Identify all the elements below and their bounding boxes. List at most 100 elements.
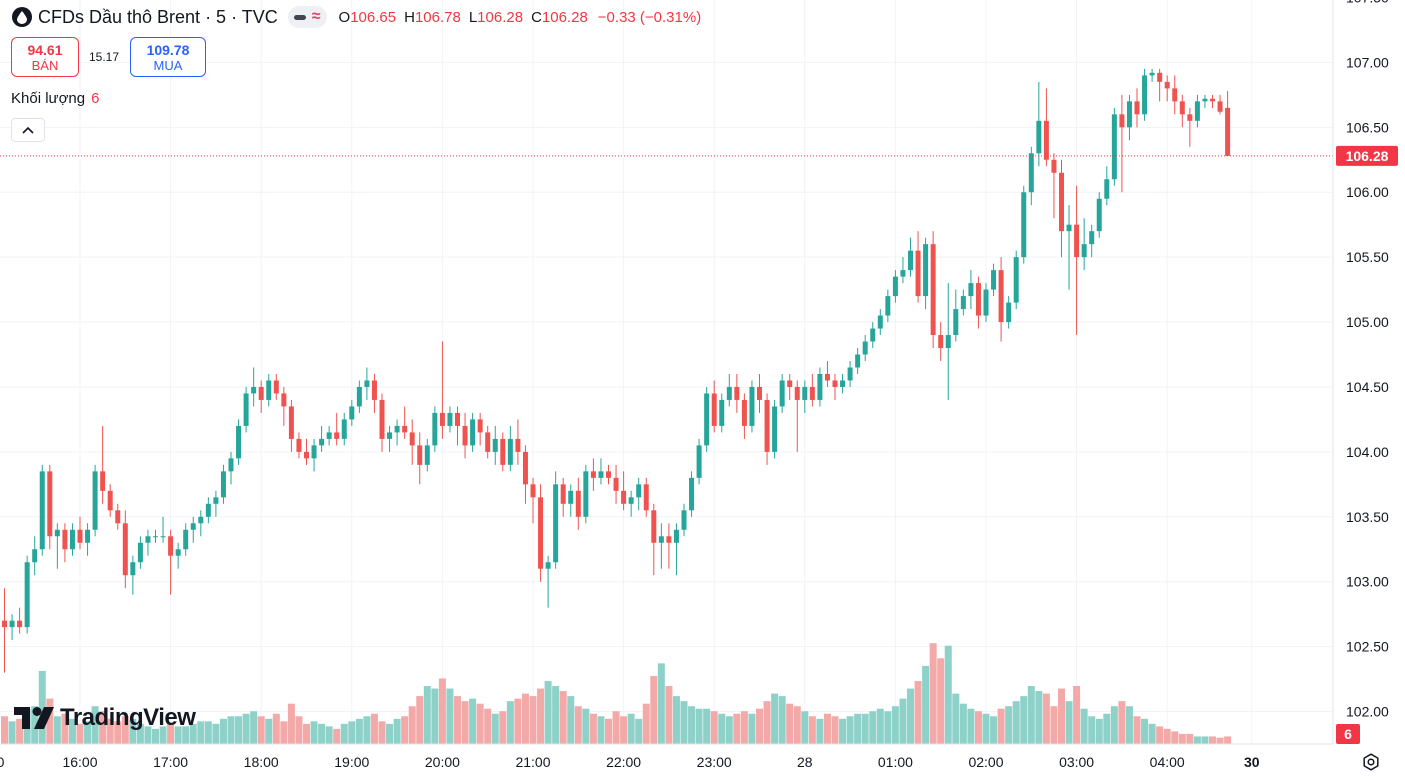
price-tick-label: 105.50: [1346, 249, 1389, 265]
volume-bar: [227, 716, 235, 744]
volume-bar: [8, 721, 16, 744]
collapse-legend-button[interactable]: [11, 118, 45, 142]
price-tick-label: 104.00: [1346, 444, 1389, 460]
volume-bar: [627, 713, 635, 744]
volume-bar: [46, 698, 54, 744]
candle-body: [522, 451, 528, 485]
volume-bar: [219, 718, 227, 744]
candle-body: [273, 380, 279, 394]
volume-bar: [597, 716, 605, 744]
candle-body: [1066, 224, 1072, 232]
volume-legend[interactable]: Khối lượng 6: [11, 90, 99, 107]
volume-bar: [763, 701, 771, 744]
candle-body: [1006, 302, 1012, 323]
volume-bar: [846, 716, 854, 744]
candle-body: [892, 276, 898, 297]
candle-body: [1225, 107, 1231, 156]
spread-value: 15.17: [89, 50, 120, 64]
candle-body: [371, 380, 377, 400]
volume-label: Khối lượng: [11, 90, 86, 107]
volume-bar: [106, 718, 114, 744]
candle-body: [900, 270, 906, 277]
candle-body: [1104, 179, 1110, 199]
volume-bar: [876, 708, 884, 744]
candlesticks: [2, 68, 1231, 673]
tradingview-logo[interactable]: TradingView: [14, 704, 196, 732]
time-axis[interactable]: :00 16:00 17:00 18:00 19:00 20:00 21:00 22:00 23…: [0, 743, 1333, 770]
candle-body: [1059, 172, 1064, 232]
volume-bar: [861, 713, 869, 744]
ohlc-close: C106.28: [531, 8, 588, 26]
candle-body: [455, 412, 460, 426]
candle-body: [862, 341, 868, 355]
candle-body: [719, 399, 725, 426]
candle-body: [779, 380, 785, 407]
price-axis[interactable]: 102.00 102.50 103.00 103.50 104.00 104.50 105.…: [1332, 0, 1405, 781]
sell-button[interactable]: 94.61 BÁN: [11, 37, 79, 77]
candle-body: [666, 536, 672, 543]
candle-body: [507, 438, 513, 465]
candle-body: [9, 620, 15, 628]
price-tick-label: 103.00: [1346, 574, 1389, 590]
candle-body: [447, 412, 453, 426]
candle-body: [515, 438, 521, 452]
volume-bar: [718, 713, 726, 744]
volume-bar: [1073, 686, 1081, 744]
volume-bar: [401, 716, 409, 744]
volume-bar: [589, 713, 597, 744]
candle-body: [1142, 75, 1148, 115]
candle-body: [153, 536, 158, 538]
price-axis-bg: [1333, 0, 1405, 781]
candle-body: [115, 510, 121, 524]
time-tick-label: 28: [797, 754, 813, 770]
candle-body: [598, 471, 604, 478]
volume-bar: [786, 703, 794, 744]
candle-body: [205, 503, 211, 517]
candle-body: [1134, 101, 1140, 115]
volume-bar: [121, 716, 129, 744]
volume-bar: [710, 711, 718, 744]
candle-body: [130, 562, 136, 576]
candle-body: [69, 529, 75, 550]
symbol-title[interactable]: CFDs Dầu thô Brent · 5 · TVC: [38, 6, 278, 27]
candle-body: [991, 270, 997, 290]
volume-bar: [61, 713, 69, 744]
time-tick-label: 03:00: [1059, 754, 1094, 770]
volume-bar: [567, 696, 575, 744]
volume-bar: [1020, 696, 1028, 744]
candle-body: [938, 335, 944, 349]
candle-body: [930, 244, 936, 336]
volume-bar: [1050, 706, 1058, 744]
volume-bar: [31, 706, 39, 744]
candle-body: [341, 419, 347, 439]
chart-settings-button[interactable]: [1360, 751, 1382, 773]
price-tick-label: 102.50: [1346, 639, 1389, 655]
volume-bar: [1118, 701, 1126, 744]
candle-body: [908, 250, 913, 271]
buy-button[interactable]: 109.78 MUA: [130, 37, 206, 77]
volume-bar: [408, 706, 416, 744]
candle-body: [1194, 101, 1200, 121]
volume-bar: [393, 718, 401, 744]
volume-bar: [1080, 708, 1088, 744]
volume-bar: [688, 706, 696, 744]
time-tick-label: 18:00: [244, 754, 279, 770]
volume-bar: [53, 716, 61, 744]
volume-bar: [461, 701, 469, 744]
candle-body: [764, 399, 770, 452]
candle-body: [409, 432, 415, 446]
candle-body: [432, 412, 438, 446]
chart-mode-toggle[interactable]: ≈: [287, 6, 327, 28]
volume-bar: [38, 670, 46, 744]
volume-bar: [197, 721, 205, 744]
candle-body: [1172, 88, 1178, 102]
candle-body: [704, 393, 710, 446]
last-volume-label: 6: [1344, 726, 1352, 742]
volume-bar: [491, 713, 499, 744]
candle-body: [968, 283, 974, 297]
volume-bar: [937, 658, 945, 744]
candle-body: [334, 432, 340, 439]
volume-bar: [1171, 731, 1179, 744]
candle-body: [288, 406, 294, 439]
